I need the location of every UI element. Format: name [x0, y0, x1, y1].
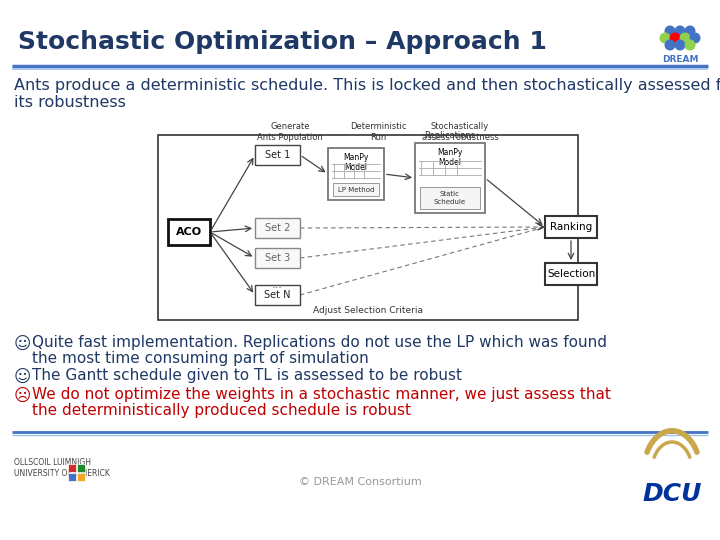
Bar	[328, 148, 384, 200]
Bar	[158, 135, 578, 320]
Circle shape	[665, 25, 675, 37]
Text: Set N: Set N	[264, 290, 291, 300]
Text: Generate
Ants Population: Generate Ants Population	[257, 122, 323, 142]
Circle shape	[685, 39, 696, 51]
Text: the most time consuming part of simulation: the most time consuming part of simulati…	[32, 351, 369, 366]
Text: ACO: ACO	[176, 227, 202, 237]
Circle shape	[685, 25, 696, 37]
Text: Static
Schedule: Static Schedule	[434, 192, 466, 205]
Text: Set 1: Set 1	[265, 150, 290, 160]
Text: We do not optimize the weights in a stochastic manner, we just assess that: We do not optimize the weights in a stoc…	[32, 387, 611, 402]
Text: ManPy
Model: ManPy Model	[343, 153, 369, 172]
Circle shape	[660, 32, 670, 44]
Text: ☹: ☹	[14, 387, 32, 405]
Bar	[545, 263, 597, 285]
Text: Set 3: Set 3	[265, 253, 290, 263]
Text: Replications: Replications	[424, 131, 476, 140]
Text: The Gantt schedule given to TL is assessed to be robust: The Gantt schedule given to TL is assess…	[32, 368, 462, 383]
Circle shape	[665, 39, 675, 51]
Text: Stochastically
assess robustness: Stochastically assess robustness	[422, 122, 498, 142]
Text: DREAM: DREAM	[662, 55, 698, 64]
Bar	[255, 218, 300, 238]
Bar	[77, 473, 85, 481]
Text: ...: ...	[272, 280, 283, 290]
Text: © DREAM Consortium: © DREAM Consortium	[299, 477, 421, 487]
Text: Adjust Selection Criteria: Adjust Selection Criteria	[313, 306, 423, 315]
Bar	[168, 219, 210, 245]
Bar	[68, 473, 76, 481]
Text: Ranking: Ranking	[550, 222, 592, 232]
Circle shape	[690, 32, 701, 44]
Bar	[255, 248, 300, 268]
Circle shape	[670, 32, 680, 44]
Text: ☺: ☺	[14, 368, 32, 386]
Bar	[420, 187, 480, 209]
Text: ☺: ☺	[14, 335, 32, 353]
Text: Deterministic
Run: Deterministic Run	[350, 122, 406, 142]
Bar	[255, 145, 300, 165]
Circle shape	[680, 32, 690, 44]
Bar	[333, 183, 379, 196]
Circle shape	[675, 39, 685, 51]
Text: DCU: DCU	[642, 482, 702, 506]
Text: Ants produce a deterministic schedule. This is locked and then stochastically as: Ants produce a deterministic schedule. T…	[14, 78, 720, 93]
Text: Stochastic Optimization – Approach 1: Stochastic Optimization – Approach 1	[18, 30, 547, 54]
Bar	[77, 464, 85, 472]
Text: OLLSCOIL LUIMNIGH
UNIVERSITY OF LIMERICK: OLLSCOIL LUIMNIGH UNIVERSITY OF LIMERICK	[14, 457, 110, 478]
Text: Selection: Selection	[547, 269, 595, 279]
Circle shape	[675, 25, 685, 37]
Text: LP Method: LP Method	[338, 186, 374, 192]
Text: Set 2: Set 2	[265, 223, 290, 233]
Text: its robustness: its robustness	[14, 95, 126, 110]
Bar	[545, 216, 597, 238]
Bar	[68, 464, 76, 472]
Bar	[255, 285, 300, 305]
Text: Quite fast implementation. Replications do not use the LP which was found: Quite fast implementation. Replications …	[32, 335, 607, 350]
Bar	[415, 143, 485, 213]
Text: ManPy
Model: ManPy Model	[437, 148, 463, 167]
Text: the deterministically produced schedule is robust: the deterministically produced schedule …	[32, 403, 411, 418]
